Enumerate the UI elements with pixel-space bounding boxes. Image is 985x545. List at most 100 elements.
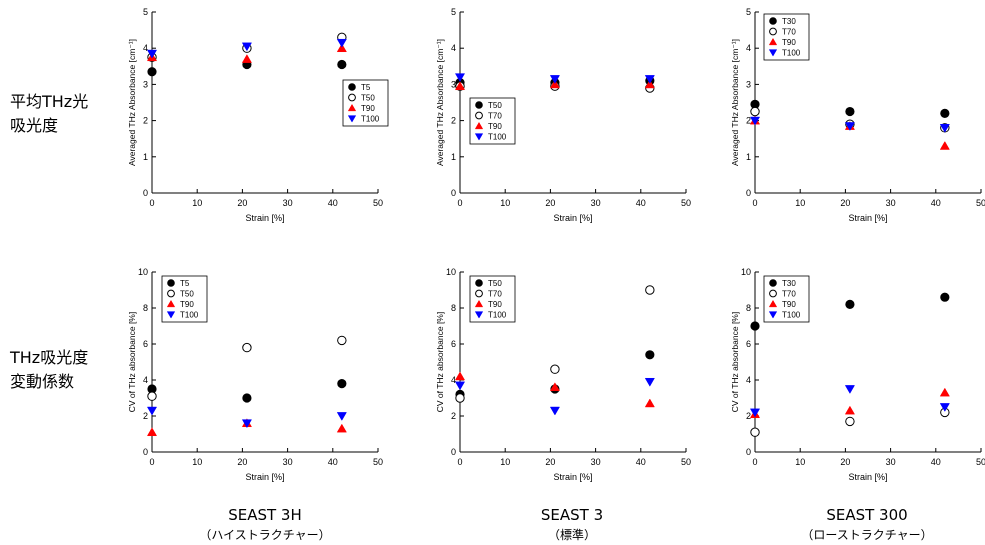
legend-marker-t50 [348,93,356,102]
data-point-t100 [146,49,158,59]
column-label-seast-3: SEAST 3 （標準） [472,505,672,545]
x-axis-label: Strain [%] [553,213,592,223]
y-tick-label: 6 [451,339,456,349]
data-point-t100 [336,412,347,421]
x-tick-label: 20 [840,198,850,208]
legend-label: T50 [361,94,375,103]
x-tick-label: 20 [840,457,850,467]
y-tick-label: 4 [143,375,148,385]
legend-marker-t5 [348,83,356,91]
data-point-t90 [644,398,655,408]
x-tick-label: 0 [752,198,757,208]
x-tick-label: 50 [681,198,691,208]
y-tick-label: 1 [746,152,751,162]
y-axis-label: CV of THz absorbance [%] [435,312,445,412]
y-tick-label: 4 [746,43,751,53]
data-point-t100 [241,419,252,429]
x-tick-label: 40 [931,198,941,208]
data-point-t100 [749,408,761,418]
x-axis-label: Strain [%] [553,472,592,482]
legend-marker-t100 [474,311,484,319]
legend-label: T50 [488,101,502,110]
data-point-t100 [644,377,655,387]
column-subtitle: （標準） [547,528,596,542]
x-tick-label: 10 [795,198,805,208]
legend-marker-t70 [769,27,777,36]
column-title: SEAST 3H [228,506,302,524]
y-tick-label: 2 [746,411,751,421]
y-tick-label: 10 [741,267,751,277]
chart-panel-6: 0 10 20 30 40 50 0 2 4 6 8 10 Strain [%] CV of THz ab… [730,267,985,482]
row-label-cv-absorbance: THz吸光度 変動係数 [10,346,88,394]
y-tick-label: 4 [451,43,456,53]
legend-marker-t50 [167,289,175,298]
x-tick-label: 10 [795,457,805,467]
legend-label: T30 [782,279,796,288]
data-point-t90 [549,79,560,89]
legend-marker-t90 [768,299,778,308]
y-tick-label: 5 [451,7,456,17]
x-tick-label: 40 [931,457,941,467]
legend-label: T100 [782,49,801,58]
row-label-line1: 平均THz光 [10,92,89,111]
data-point-t100 [939,403,950,412]
data-point-t5 [337,378,347,389]
x-tick-label: 10 [192,457,202,467]
data-point-t70 [455,393,465,403]
legend-marker-t100 [768,49,778,57]
y-tick-label: 5 [746,7,751,17]
chart-panel-1: 0 10 20 30 40 50 0 1 2 3 4 5 Strain [%] Averaged THz … [127,7,389,223]
row-label-average-absorbance: 平均THz光 吸光度 [10,90,88,138]
legend-marker-t90 [474,299,484,308]
data-point-t30 [940,292,950,302]
data-point-t90 [336,423,347,433]
data-point-t5 [337,59,347,70]
y-tick-label: 8 [746,303,751,313]
y-tick-label: 2 [451,116,456,126]
data-point-t70 [645,285,655,295]
y-tick-label: 2 [451,411,456,421]
legend-marker-t90 [768,37,778,46]
data-point-t90 [549,382,560,392]
legend-label: T100 [782,311,801,320]
row-label-line1: THz吸光度 [10,348,89,367]
y-tick-label: 1 [451,152,456,162]
column-label-seast-3h: SEAST 3H （ハイストラクチャー） [165,505,365,545]
x-axis-label: Strain [%] [245,213,284,223]
column-title: SEAST 3 [540,506,604,524]
legend-label: T50 [488,279,502,288]
legend-label: T70 [782,290,796,299]
data-point-t90 [146,427,158,437]
y-tick-label: 2 [143,411,148,421]
legend-marker-t5 [167,279,175,287]
y-tick-label: 4 [451,375,456,385]
legend-marker-t100 [166,311,176,319]
y-tick-label: 10 [138,267,148,277]
data-point-t90 [844,405,855,415]
data-point-t50 [147,391,157,401]
legend-label: T90 [782,300,796,309]
x-tick-label: 30 [283,457,293,467]
y-tick-label: 8 [451,303,456,313]
y-tick-label: 10 [446,267,456,277]
column-subtitle: （ローストラクチャー） [801,528,933,542]
y-tick-label: 0 [746,447,751,457]
x-tick-label: 40 [328,457,338,467]
data-point-t70 [845,416,855,427]
x-tick-label: 40 [636,457,646,467]
y-axis-label: Averaged THz Absorbance [cm⁻¹] [435,39,445,166]
legend-label: T100 [180,311,199,320]
legend-label: T70 [488,112,502,121]
legend-label: T90 [488,300,502,309]
legend-marker-t70 [475,111,483,120]
column-subtitle: （ハイストラクチャー） [199,528,331,542]
y-tick-label: 5 [143,7,148,17]
x-tick-label: 0 [752,457,757,467]
x-tick-label: 30 [591,198,601,208]
row-label-line2: 吸光度 [10,116,59,135]
y-tick-label: 6 [746,339,751,349]
legend-label: T5 [361,83,371,92]
x-tick-label: 0 [457,457,462,467]
x-axis-label: Strain [%] [245,472,284,482]
legend-marker-t30 [769,17,777,25]
